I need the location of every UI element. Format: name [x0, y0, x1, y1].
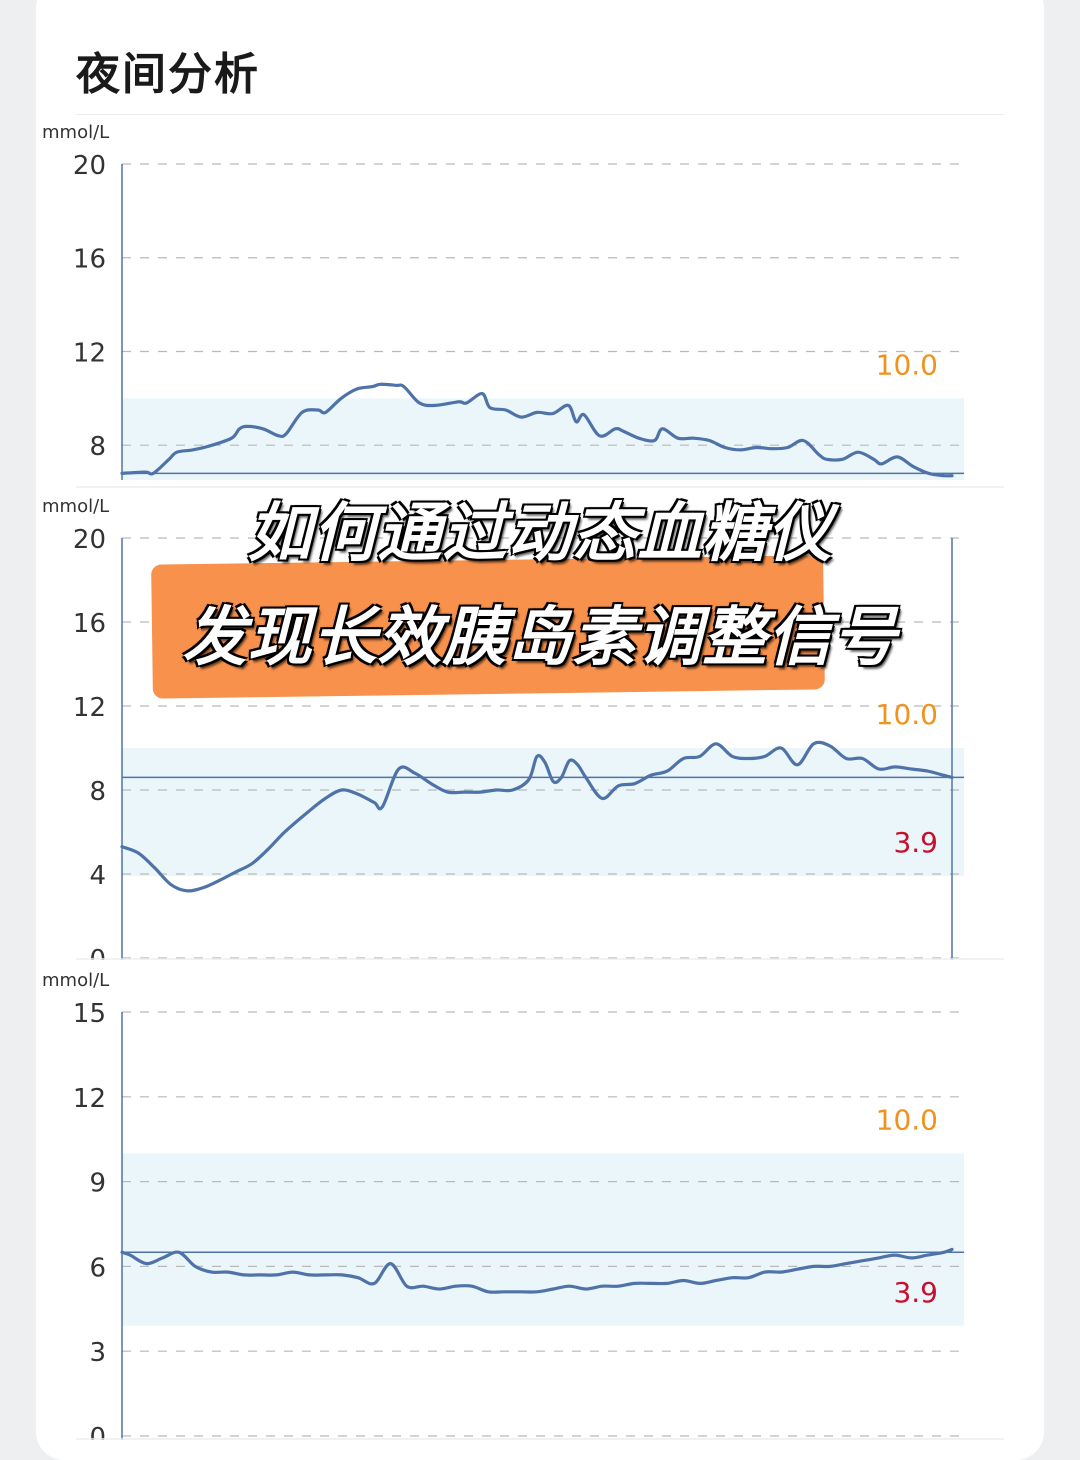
target-range-band [122, 748, 964, 877]
title-divider [76, 114, 1004, 115]
page-title: 夜间分析 [76, 49, 260, 100]
y-tick-label: 16 [73, 609, 106, 639]
target-range-band [122, 398, 964, 480]
high-threshold-label: 10.0 [876, 348, 938, 381]
y-tick-label: 16 [73, 245, 106, 275]
low-threshold-label: 3.9 [893, 826, 938, 859]
y-tick-label: 9 [89, 1169, 106, 1199]
night-chart-1: 8 12 16 20 mmol/L 10.0 [36, 118, 1044, 488]
y-tick-label: 0 [89, 945, 106, 960]
y-tick-label: 20 [73, 151, 106, 181]
glucose-series-line [120, 1247, 954, 1294]
y-tick-label: 4 [89, 861, 106, 891]
y-tick-label: 12 [73, 693, 106, 723]
target-range-band [122, 1153, 964, 1326]
low-threshold-label: 3.9 [893, 1276, 938, 1309]
chart-svg: 8 12 16 20 mmol/L 10.0 [42, 122, 1004, 488]
high-threshold-label: 10.0 [876, 1103, 938, 1136]
chart-svg: 0 3 6 9 12 15 mmol/L 10.0 3.9 [42, 970, 1004, 1440]
y-tick-label: 12 [73, 1084, 106, 1114]
y-tick-label: 8 [89, 777, 106, 807]
y-tick-label: 15 [73, 999, 106, 1029]
y-tick-label: 0 [89, 1423, 106, 1440]
y-tick-label: 3 [89, 1338, 106, 1368]
glucose-series-line [120, 740, 954, 893]
y-tick-label: 6 [89, 1253, 106, 1283]
unit-label: mmol/L [42, 496, 109, 517]
y-tick-label: 8 [89, 432, 106, 462]
y-tick-label: 20 [73, 525, 106, 555]
chart-svg: 0 4 8 12 16 20 mmol/L 10.0 3.9 [42, 496, 1004, 960]
unit-label: mmol/L [42, 970, 109, 991]
unit-label: mmol/L [42, 122, 109, 143]
night-chart-3: 0 3 6 9 12 15 mmol/L 10.0 3.9 [36, 962, 1044, 1440]
night-chart-2: 0 4 8 12 16 20 mmol/L 10.0 3.9 [36, 490, 1044, 960]
y-tick-label: 12 [73, 338, 106, 368]
glucose-series-line [120, 382, 954, 478]
high-threshold-label: 10.0 [876, 698, 938, 731]
